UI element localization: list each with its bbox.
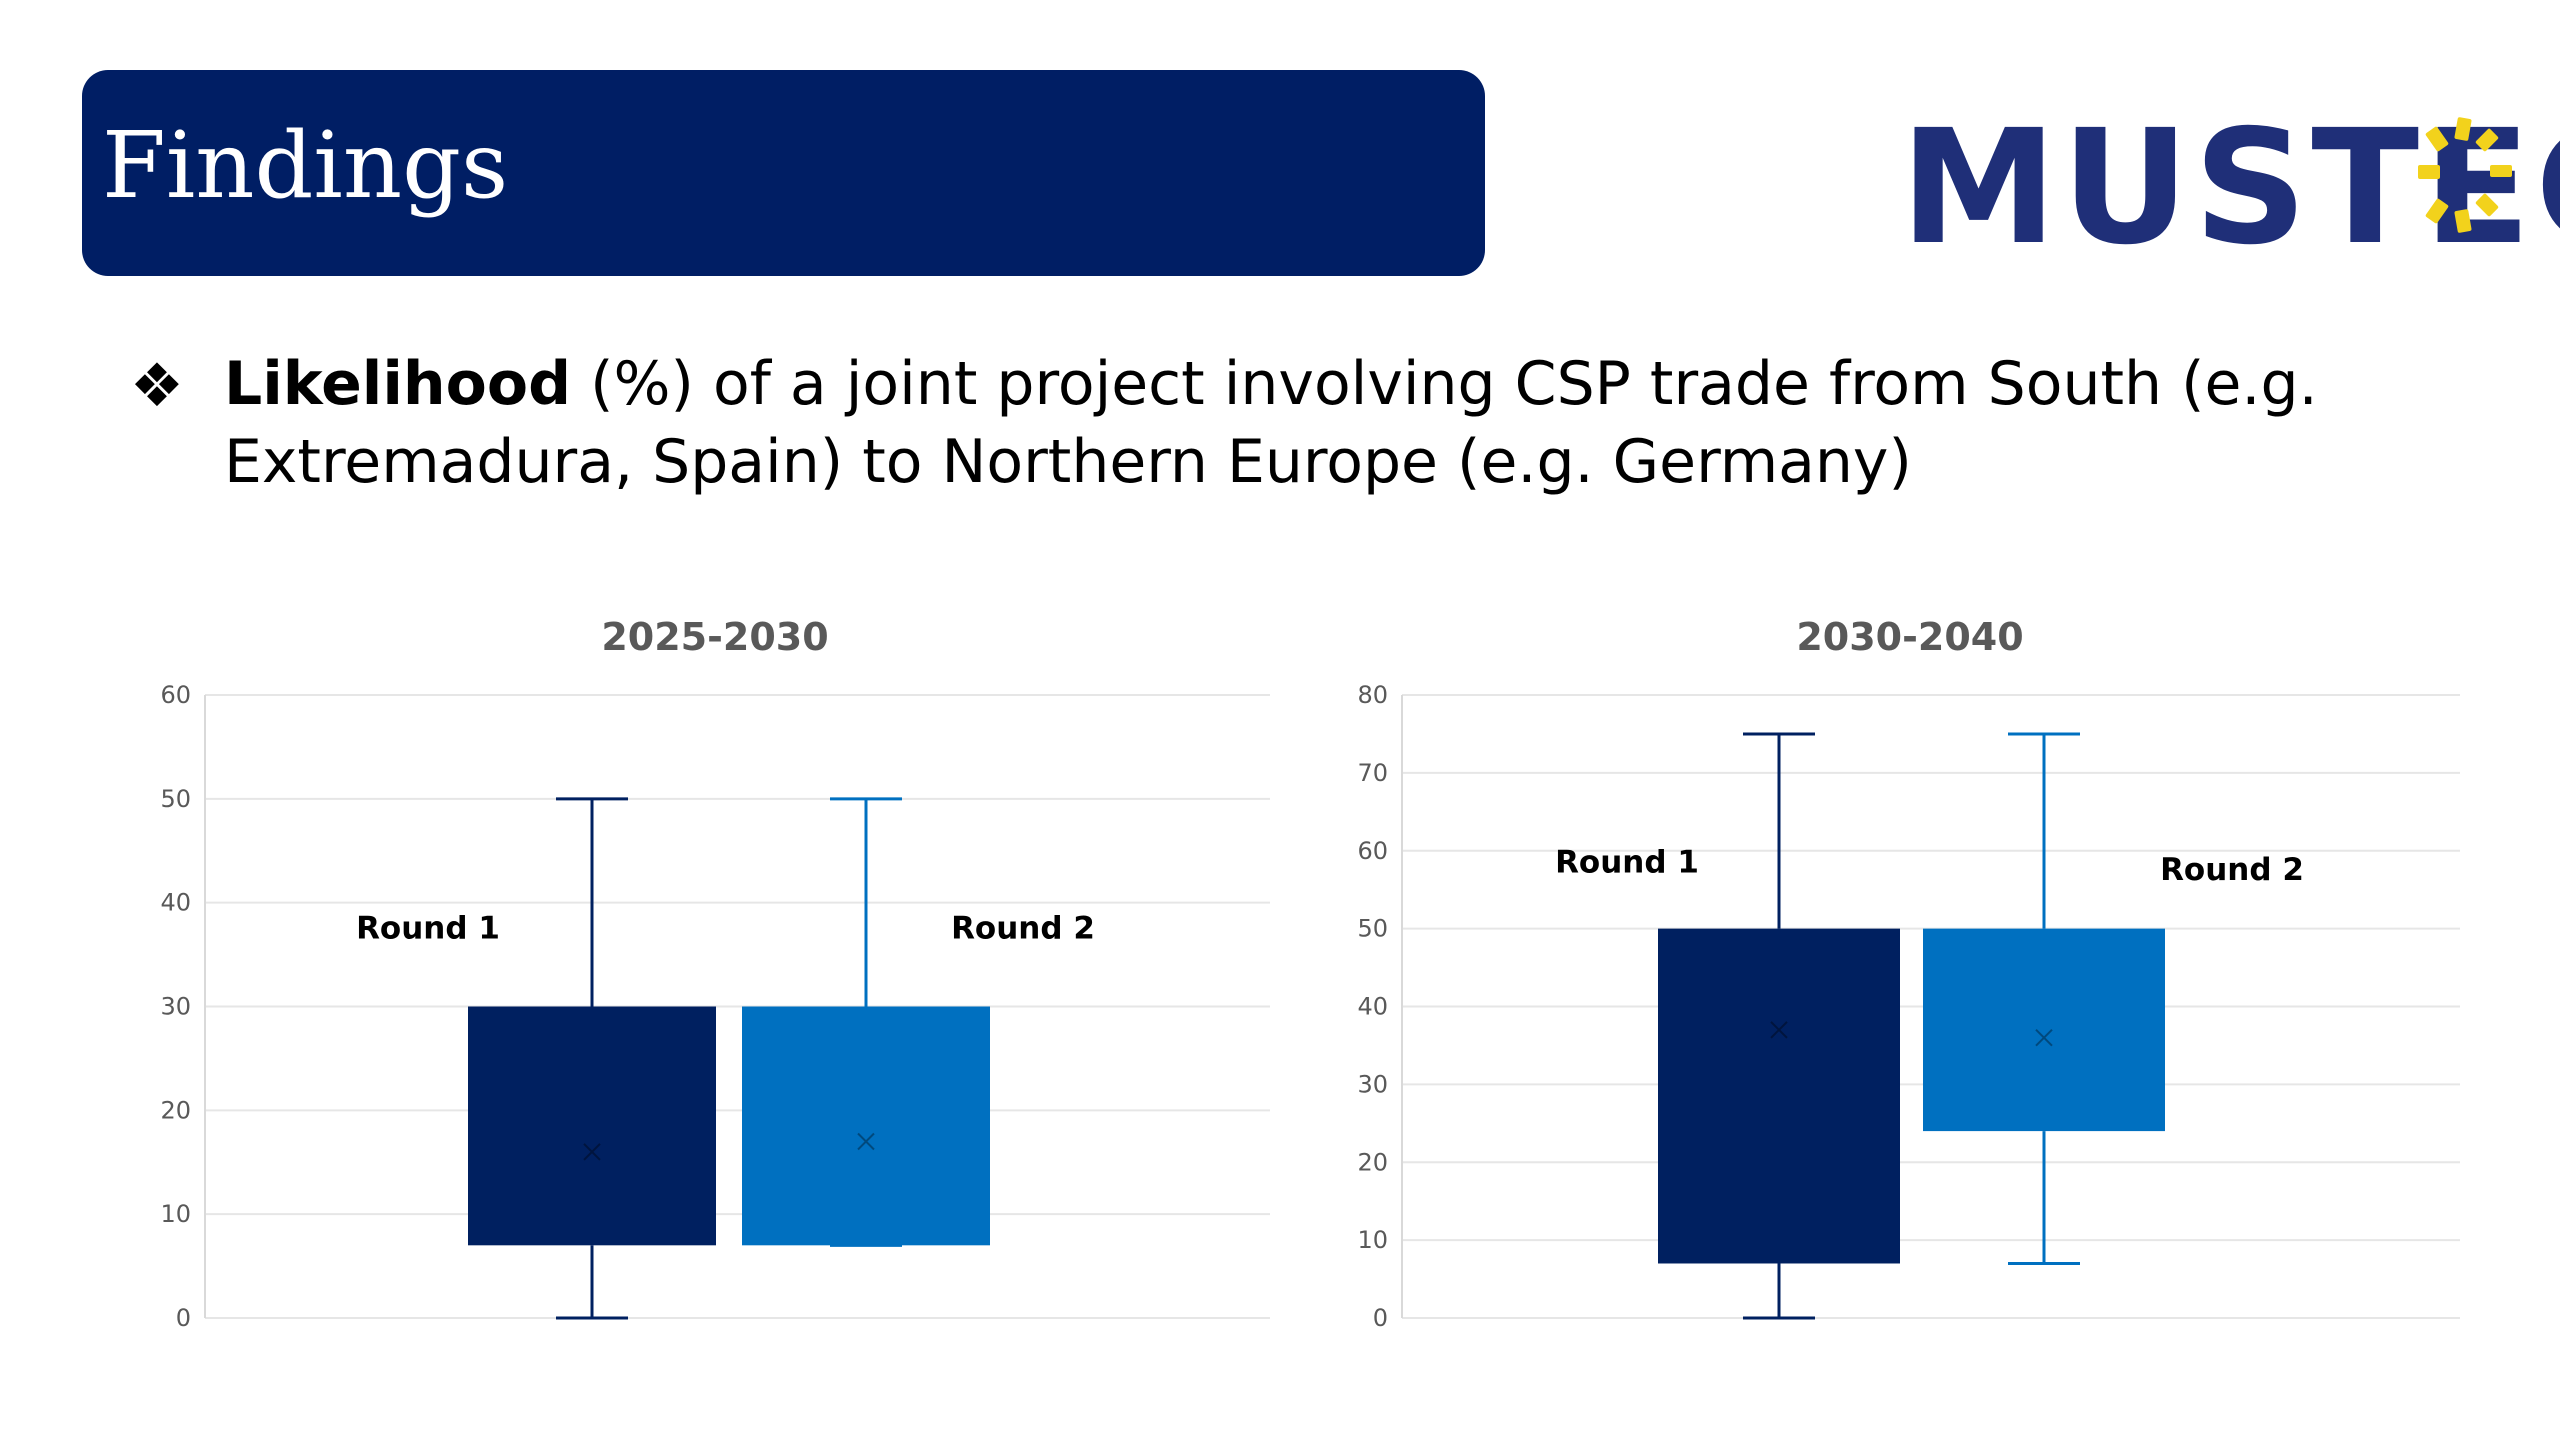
y-tick-label: 0 <box>1373 1304 1388 1332</box>
series-label: Round 2 <box>2160 852 2304 888</box>
bullet-bold-term: Likelihood <box>224 349 572 419</box>
y-tick-label: 50 <box>160 785 191 813</box>
bullet-line1: (%) of a joint project involving CSP tra… <box>571 349 2318 419</box>
four-diamond-bullet-icon: ❖ <box>130 351 184 421</box>
y-tick-label: 70 <box>1357 759 1388 787</box>
chart-2025-2030: 2025-2030 0 10 20 30 40 50 60 Round 1 Round 2 <box>130 615 1300 1345</box>
series-label: Round 1 <box>1555 844 1699 880</box>
y-tick-label: 20 <box>1357 1148 1388 1176</box>
y-tick-label: 20 <box>160 1096 191 1124</box>
y-tick-label: 80 <box>1357 681 1388 709</box>
series-label: Round 2 <box>951 911 1095 947</box>
mean-marker <box>583 1143 601 1161</box>
y-tick-label: 0 <box>176 1304 191 1332</box>
page-title: Findings <box>102 112 509 219</box>
chart-plot: 0 10 20 30 40 50 60 70 80 Round 1 Round 2 <box>1357 681 2460 1332</box>
y-tick-label: 10 <box>1357 1226 1388 1254</box>
series-label: Round 1 <box>356 911 500 947</box>
y-tick-label: 10 <box>160 1200 191 1228</box>
chart-title: 2025-2030 <box>601 615 829 659</box>
y-tick-label: 30 <box>1357 1070 1388 1098</box>
sun-icon <box>2418 117 2512 233</box>
y-tick-label: 40 <box>1357 993 1388 1021</box>
y-tick-label: 60 <box>160 681 191 709</box>
logo-wordmark: MUSTEC <box>1900 96 2560 280</box>
chart-2030-2040: 2030-2040 0 10 20 30 40 50 60 70 80 Round 1 Round … <box>1320 615 2500 1345</box>
chart-title: 2030-2040 <box>1796 615 2024 659</box>
y-tick-label: 60 <box>1357 837 1388 865</box>
box-2 <box>1923 928 2165 1132</box>
mustec-logo: MUSTEC <box>1890 60 2560 280</box>
bullet-line2: Extremadura, Spain) to Northern Europe (… <box>224 427 1912 497</box>
chart-plot: 0 10 20 30 40 50 60 Round 1 Round 2 <box>160 681 1270 1332</box>
title-banner: Findings <box>82 70 1485 276</box>
mean-marker <box>2035 1028 2053 1047</box>
bullet-text: Likelihood (%) of a joint project involv… <box>224 345 2384 501</box>
box-2 <box>742 1006 990 1246</box>
y-tick-label: 40 <box>160 889 191 917</box>
y-tick-label: 50 <box>1357 915 1388 943</box>
box-1 <box>1658 928 1900 1264</box>
y-tick-label: 30 <box>160 993 191 1021</box>
box-1 <box>468 1006 716 1246</box>
mean-marker <box>857 1132 875 1151</box>
mean-marker <box>1770 1021 1788 1039</box>
